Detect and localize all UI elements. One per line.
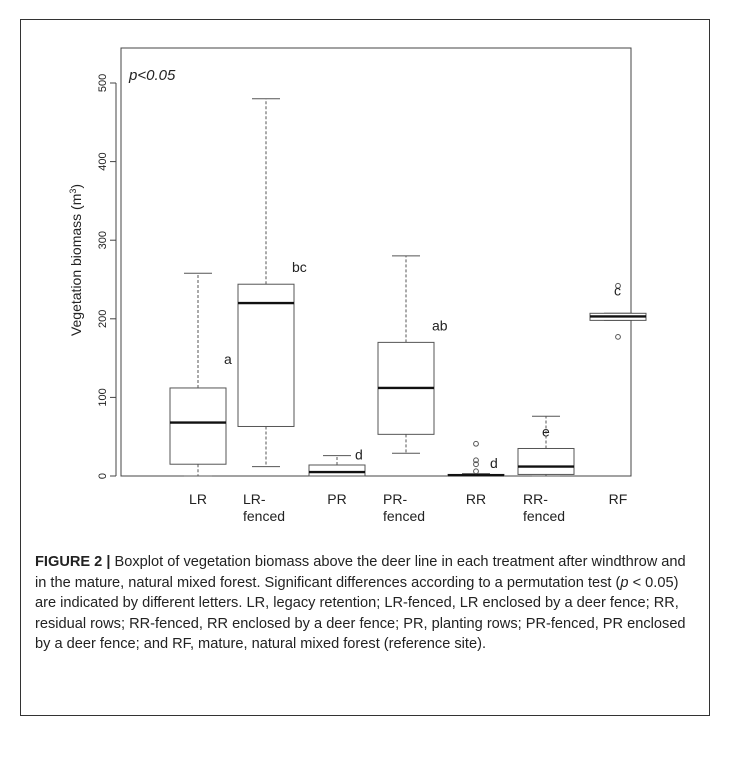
x-tick-label-1-line-0: LR- — [243, 491, 266, 507]
significance-letter-2: d — [355, 447, 363, 463]
significance-letter-1: bc — [292, 259, 307, 275]
y-tick-label-1: 100 — [97, 388, 109, 406]
outlier-point-4-3 — [473, 440, 479, 447]
x-tick-label-3-line-1: fenced — [383, 508, 425, 524]
significance-letter-0: a — [224, 351, 232, 367]
significance-annotation: p<0.05 — [128, 67, 176, 84]
box-group-4: d — [447, 440, 505, 477]
boxplot-chart: p<0.05 0 100 200 300 400 500 Vegetation bioma… — [68, 47, 647, 524]
x-tick-label-4-line-0: RR — [466, 491, 486, 507]
figure-caption: FIGURE 2 | Boxplot of vegetation biomass… — [35, 552, 699, 655]
box-group-5: e — [517, 415, 575, 477]
y-axis-label: Vegetation biomass (m3) — [68, 184, 84, 336]
significance-letter-5: e — [542, 423, 550, 439]
box-group-3: ab — [377, 255, 448, 454]
caption-separator: | — [106, 554, 111, 570]
outlier-point-6-0 — [615, 333, 621, 340]
caption-text-part-2: < 0.05) are indicated by different lette… — [35, 574, 686, 653]
plot-area-border — [120, 47, 632, 477]
y-axis-label-main: Vegetation biomass (m — [68, 194, 84, 336]
outlier-point-6-1 — [615, 282, 621, 289]
box-5 — [517, 447, 575, 475]
x-tick-label-5-line-0: RR- — [523, 491, 548, 507]
x-axis-labels: LR LR-fenced PR PR-fenced RR RR-fenced RF — [189, 491, 627, 524]
box-0 — [169, 387, 227, 465]
x-tick-label-1-line-1: fenced — [243, 508, 285, 524]
caption-text-part-1: Boxplot of vegetation biomass above the … — [35, 554, 686, 591]
box-group-0: a — [169, 272, 232, 477]
x-tick-label-2-line-0: PR — [327, 491, 346, 507]
significance-letter-4: d — [490, 455, 498, 471]
box-2 — [308, 464, 366, 477]
y-tick-label-5: 500 — [97, 74, 109, 92]
y-tick-label-3: 300 — [97, 231, 109, 249]
significance-letter-6: c — [614, 282, 621, 298]
outlier-point-4-2 — [473, 457, 479, 464]
y-axis-label-superscript: 3 — [68, 189, 78, 194]
y-tick-label-4: 400 — [97, 152, 109, 170]
y-axis: 0 100 200 300 400 500 — [97, 74, 117, 479]
box-group-1: bc — [237, 98, 307, 468]
x-tick-label-3-line-0: PR- — [383, 491, 407, 507]
x-tick-label-0-line-0: LR — [189, 491, 207, 507]
box-group-2: d — [308, 447, 366, 477]
x-tick-label-5-line-1: fenced — [523, 508, 565, 524]
y-axis-label-close: ) — [68, 184, 84, 189]
figure-frame: p<0.05 0 100 200 300 400 500 Vegetation bioma… — [20, 19, 710, 716]
outlier-point-4-1 — [473, 461, 479, 468]
y-tick-label-0: 0 — [97, 473, 109, 479]
y-tick-label-2: 200 — [97, 310, 109, 328]
outlier-point-4-0 — [473, 468, 479, 475]
boxes: a bc d ab d e c — [169, 98, 647, 477]
x-tick-label-6-line-0: RF — [609, 491, 628, 507]
caption-p-symbol: p — [620, 574, 629, 591]
box-1 — [237, 283, 295, 427]
caption-figure-label: FIGURE 2 — [35, 554, 103, 570]
box-group-6: c — [589, 282, 647, 340]
significance-letter-3: ab — [432, 317, 448, 333]
